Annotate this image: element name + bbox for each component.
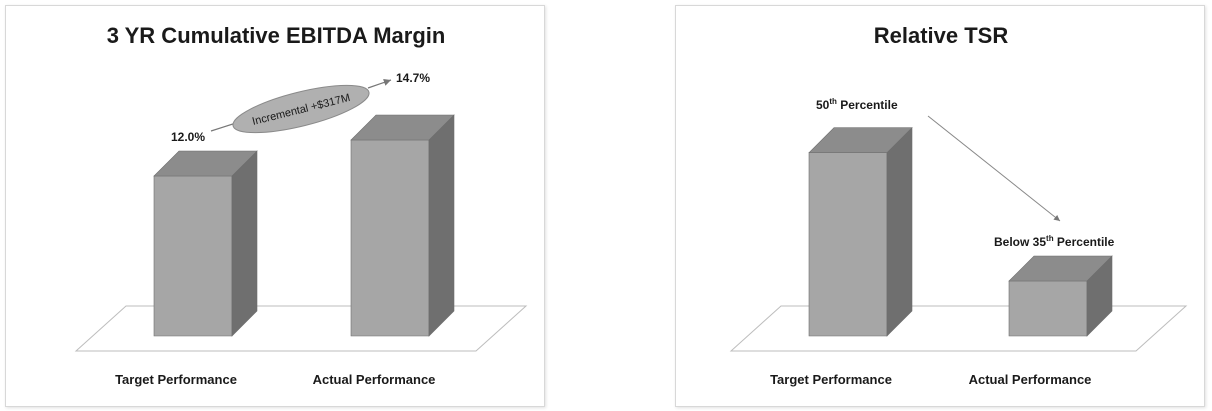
category-label-target: Target Performance bbox=[770, 372, 892, 387]
bar-actual bbox=[1008, 255, 1113, 337]
bar-top bbox=[808, 127, 913, 153]
annotation-line-left bbox=[210, 122, 237, 132]
annotation-ellipse bbox=[232, 84, 370, 134]
chart-title: Relative TSR bbox=[874, 23, 1009, 48]
category-label-actual: Actual Performance bbox=[313, 372, 436, 387]
annotation-arrow bbox=[367, 78, 392, 89]
chart-title: 3 YR Cumulative EBITDA Margin bbox=[107, 23, 446, 48]
bar-front bbox=[153, 175, 233, 337]
value-label-target: 12.0% bbox=[171, 130, 205, 144]
bar-front bbox=[350, 139, 430, 337]
bar-actual bbox=[350, 114, 455, 337]
tsr-chart: Relative TSR Target Performance Actual P… bbox=[729, 23, 1188, 387]
bars-group bbox=[808, 126, 1113, 337]
value-label-target: 50th Percentile bbox=[816, 97, 898, 112]
bar-target bbox=[808, 126, 913, 337]
bar-front bbox=[808, 152, 888, 337]
category-label-actual: Actual Performance bbox=[969, 372, 1092, 387]
bar-top bbox=[153, 150, 258, 177]
chart-floor bbox=[74, 305, 528, 352]
bar-side bbox=[428, 114, 455, 337]
category-label-target: Target Performance bbox=[115, 372, 237, 387]
bar-front bbox=[1008, 280, 1088, 337]
bar-side bbox=[231, 150, 258, 337]
value-label-actual: 14.7% bbox=[396, 71, 430, 85]
trend-arrow bbox=[927, 115, 1061, 222]
bars-group bbox=[153, 114, 455, 337]
bar-top bbox=[1008, 255, 1113, 282]
chart-floor bbox=[729, 305, 1188, 352]
tsr-chart-panel: Relative TSR Target Performance Actual P… bbox=[675, 5, 1205, 407]
bar-target bbox=[153, 150, 258, 337]
value-label-actual: Below 35th Percentile bbox=[994, 234, 1115, 249]
bar-top bbox=[350, 114, 455, 141]
ebitda-chart-panel: 3 YR Cumulative EBITDA Margin Target Per… bbox=[5, 5, 545, 407]
bar-side bbox=[886, 126, 913, 337]
ebitda-chart: 3 YR Cumulative EBITDA Margin Target Per… bbox=[74, 23, 528, 387]
